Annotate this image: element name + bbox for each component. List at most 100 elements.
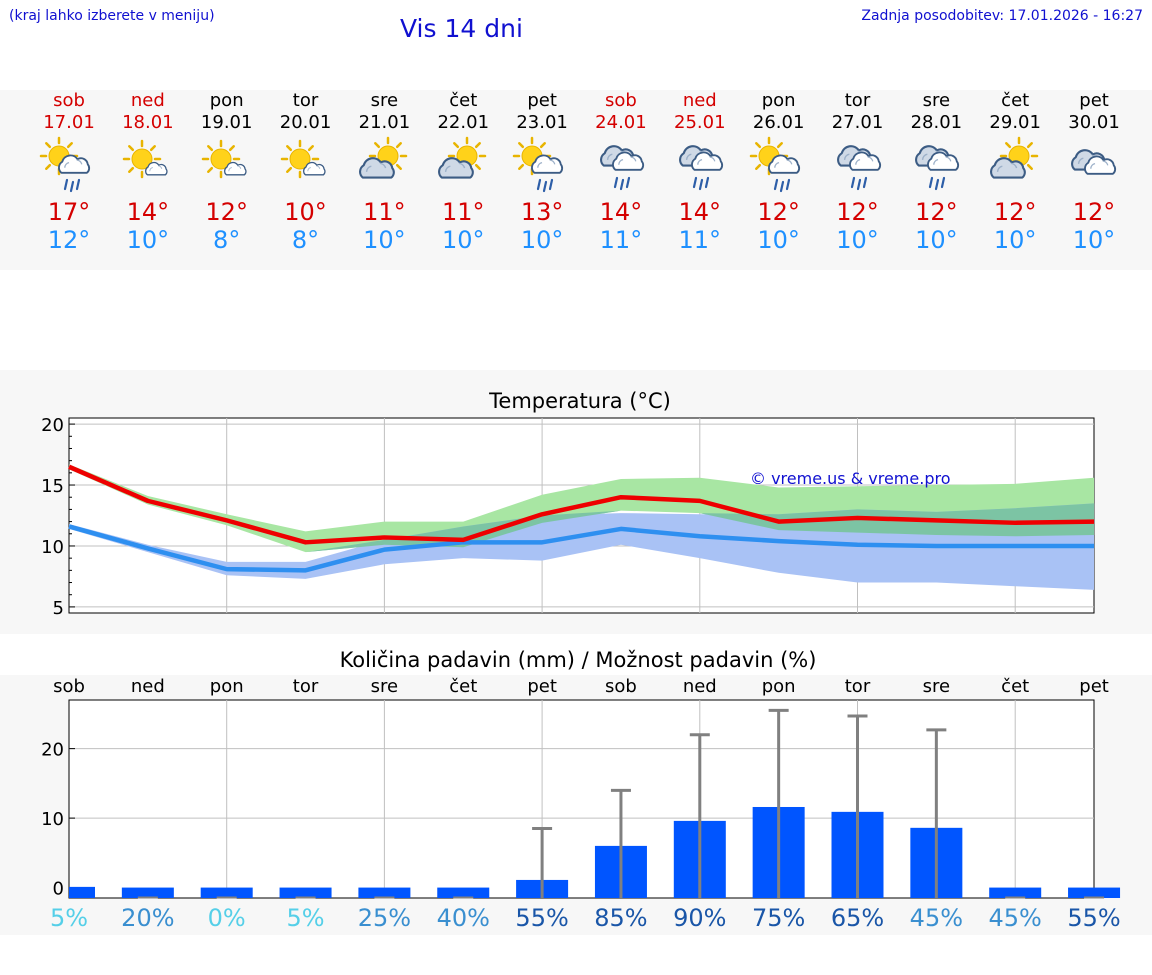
sun-small-cloud-icon [201, 139, 247, 179]
x-category-label: čet [449, 676, 477, 697]
precip-chance-label: 55% [1067, 904, 1120, 932]
day-column: sob 17.01 17° 12° [29, 90, 109, 254]
sun-cloud-rain-icon [39, 136, 91, 193]
sun-cloud-icon [990, 136, 1039, 179]
cloud-glyph [927, 151, 960, 171]
temp-min: 10° [915, 226, 958, 254]
y-tick-label: 5 [53, 598, 64, 619]
temp-min: 10° [441, 226, 485, 254]
day-date: 24.01 [595, 112, 647, 133]
day-date: 28.01 [910, 112, 963, 133]
cloud-glyph [690, 151, 723, 171]
watermark: © vreme.us & vreme.pro [750, 469, 951, 488]
cloud-glyph [223, 161, 247, 176]
x-category-label: sre [371, 676, 398, 697]
cloud-glyph [1084, 155, 1117, 175]
day-date: 23.01 [516, 112, 568, 133]
precip-chance-label: 0% [208, 904, 246, 932]
cloud-glyph [848, 151, 881, 171]
temp-max: 14° [678, 198, 722, 226]
temp-min: 10° [993, 226, 1037, 254]
sun-small-cloud-icon [122, 139, 168, 179]
precip-chance-label: 25% [358, 904, 411, 932]
day-column: tor 20.01 10° 8° [266, 90, 346, 254]
temp-min: 8° [291, 226, 320, 254]
temp-min: 12° [47, 226, 91, 254]
day-date: 19.01 [200, 112, 253, 133]
precip-bar [69, 886, 95, 898]
day-name: pon [761, 90, 796, 111]
x-category-label: pet [1079, 676, 1109, 697]
y-tick-label: 0 [53, 879, 64, 900]
sun-cloud-icon [359, 136, 408, 179]
cloud-glyph [359, 157, 396, 179]
temp-min: 10° [1072, 226, 1116, 254]
cloud-glyph [767, 154, 800, 174]
x-category-label: sob [53, 676, 85, 697]
sun-cloud-rain-icon [512, 136, 564, 193]
day-column: pon 26.01 12° 10° [739, 90, 819, 254]
y-tick-label: 10 [41, 809, 64, 830]
cloud-glyph [438, 157, 475, 179]
x-category-label: sob [605, 676, 637, 697]
day-name: pet [527, 90, 557, 111]
precip-chance-label: 5% [50, 904, 88, 932]
sun-small-cloud-icon [280, 139, 326, 179]
day-date: 30.01 [1068, 112, 1120, 133]
day-name: ned [130, 90, 165, 111]
temp-max: 12° [1072, 198, 1116, 226]
x-category-label: tor [293, 676, 319, 697]
day-date: 29.01 [989, 112, 1041, 133]
day-name: sob [605, 90, 637, 111]
sun-cloud-rain-icon [749, 136, 800, 193]
cloud-rain-icon [678, 145, 723, 191]
rain-drops [929, 176, 946, 191]
sun-glyph [280, 139, 319, 179]
rain-drops [63, 178, 81, 193]
page-title: Vis 14 dni [400, 14, 523, 43]
overlap-band [69, 469, 1095, 553]
location-hint[interactable]: (kraj lahko izberete v meniju) [9, 8, 215, 24]
x-category-label: čet [1001, 676, 1029, 697]
cloud-glyph [144, 161, 168, 176]
day-column: sre 28.01 12° 10° [896, 90, 976, 254]
cloud-rain-icon [599, 145, 645, 191]
precip-chance-label: 85% [594, 904, 647, 932]
day-date: 20.01 [279, 112, 332, 133]
max-temp-line [68, 464, 1095, 545]
day-date: 22.01 [437, 112, 490, 133]
y-tick-label: 10 [41, 537, 64, 558]
precip-chance-label: 90% [673, 904, 726, 932]
chart-title: Količina padavin (mm) / Možnost padavin … [340, 648, 817, 672]
precip-bar [437, 887, 490, 898]
last-update: Zadnja posodobitev: 17.01.2026 - 16:27 [861, 8, 1143, 24]
day-column: sre 21.01 11° 10° [344, 90, 424, 254]
temp-min: 8° [213, 226, 241, 254]
temp-max: 12° [205, 198, 248, 226]
temp-max: 14° [599, 198, 643, 226]
x-category-label: ned [683, 676, 717, 697]
daily-forecast-strip: sob 17.01 17° 12° ned 18.01 14° 10° pon 19.01 12° 8… [0, 90, 1152, 270]
day-name: sre [370, 90, 399, 111]
cloud-rain-icon [915, 145, 960, 191]
temp-min: 10° [520, 226, 564, 254]
precip-chance-label: 45% [989, 904, 1042, 932]
cloud-glyph [58, 154, 91, 174]
cloud-glyph [990, 157, 1027, 179]
day-column: tor 27.01 12° 10° [818, 90, 898, 254]
day-column: sob 24.01 14° 11° [581, 90, 661, 254]
temp-max: 14° [126, 198, 170, 226]
temp-min: 10° [126, 226, 170, 254]
day-name: čet [1001, 90, 1030, 111]
rain-drops [773, 178, 790, 193]
day-column: ned 25.01 14° 11° [660, 90, 740, 254]
precip-chance-label: 75% [752, 904, 805, 932]
chart-title: Temperatura (°C) [488, 389, 671, 413]
cloud-glyph [611, 151, 645, 171]
temp-min: 11° [678, 226, 722, 254]
temp-max: 12° [993, 198, 1037, 226]
cloud-icon [1071, 149, 1117, 175]
temp-min: 10° [836, 226, 879, 254]
sun-cloud-icon [438, 136, 487, 179]
x-category-label: pon [762, 676, 796, 697]
